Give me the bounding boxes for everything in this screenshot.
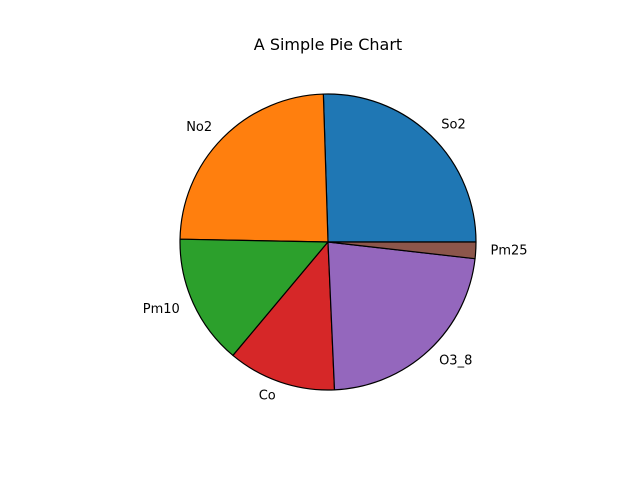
pie-label-so2: So2 [441,118,465,133]
pie-label-o3-8: O3_8 [439,354,472,369]
pie-slice-so2 [322,93,477,243]
pie-slice-co [232,241,336,391]
chart-title: A Simple Pie Chart [254,35,402,54]
pie-slices [179,93,477,391]
pie-slice-pm10 [179,238,329,357]
pie-label-pm10: Pm10 [143,302,180,317]
pie-label-pm25: Pm25 [491,244,528,259]
pie-slice-pm25 [327,241,477,260]
pie-label-no2: No2 [186,120,212,135]
pie-labels: So2 No2 Pm10 Co O3_8 Pm25 [143,118,528,404]
pie-slice-o3-8 [327,241,476,391]
pie-label-co: Co [259,389,276,404]
pie-slice-no2 [179,93,329,243]
